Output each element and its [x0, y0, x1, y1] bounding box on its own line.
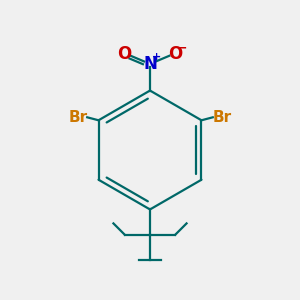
Text: N: N	[143, 55, 157, 73]
Text: O: O	[118, 45, 132, 63]
Text: Br: Br	[68, 110, 87, 125]
Text: +: +	[152, 52, 161, 62]
Text: −: −	[177, 42, 188, 55]
Text: Br: Br	[213, 110, 232, 125]
Text: O: O	[168, 45, 182, 63]
